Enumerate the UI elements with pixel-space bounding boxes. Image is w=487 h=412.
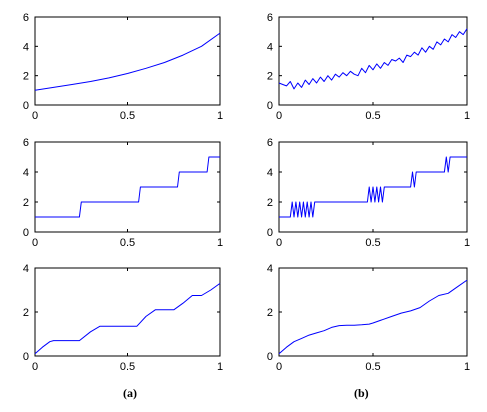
panel-a-middle: 0 0.5 1 0 2 4 6 (23, 137, 223, 249)
x-tick-label: 0 (32, 237, 38, 249)
x-tick-label: 1 (464, 237, 470, 249)
x-tick-label: 0.5 (365, 237, 380, 249)
x-tick-label: 0 (276, 110, 282, 122)
column-label-a: (a) (123, 386, 137, 400)
y-tick-label: 4 (267, 167, 273, 179)
y-tick-label: 4 (23, 41, 29, 53)
axes-box (278, 16, 468, 106)
series-line (278, 28, 468, 90)
y-tick-label: 4 (23, 263, 29, 275)
series-line (34, 32, 221, 91)
x-tick-label: 0.5 (120, 110, 135, 122)
y-tick-label: 0 (267, 227, 273, 239)
series-line (35, 156, 220, 218)
y-tick-label: 6 (267, 12, 273, 24)
x-tick-label: 1 (217, 237, 223, 249)
series-line (34, 282, 221, 355)
panel-b-top: 0 0.5 1 0 2 4 6 (267, 12, 470, 122)
y-tick-label: 2 (267, 197, 273, 209)
series-line (279, 156, 467, 218)
y-tick-label: 0 (23, 100, 29, 112)
y-tick-label: 4 (267, 41, 273, 53)
y-tick-label: 2 (267, 307, 273, 319)
x-tick-label: 0.5 (365, 110, 380, 122)
x-tick-label: 0 (32, 110, 38, 122)
x-tick-label: 0.5 (365, 361, 380, 373)
axes-box (34, 141, 221, 233)
x-tick-label: 1 (464, 361, 470, 373)
y-tick-label: 2 (23, 71, 29, 83)
axes-box (278, 267, 468, 357)
y-tick-label: 4 (267, 263, 273, 275)
x-tick-label: 1 (217, 361, 223, 373)
y-tick-label: 2 (23, 307, 29, 319)
panel-a-bottom: 0 0.5 1 0 2 4 (23, 263, 223, 373)
x-tick-label: 0 (32, 361, 38, 373)
x-tick-label: 1 (464, 110, 470, 122)
x-tick-label: 0 (276, 361, 282, 373)
x-tick-label: 1 (217, 110, 223, 122)
y-tick-label: 2 (23, 197, 29, 209)
panel-b-middle: 0 0.5 1 0 2 4 6 (267, 137, 470, 249)
panel-b-bottom: 0 0.5 1 0 2 4 (267, 263, 470, 373)
y-tick-label: 0 (267, 351, 273, 363)
y-tick-label: 6 (23, 137, 29, 149)
axes-box (34, 16, 221, 106)
x-tick-label: 0.5 (120, 361, 135, 373)
column-label-b: (b) (354, 386, 369, 400)
panel-a-top: 0 0.5 1 0 2 4 6 (23, 12, 223, 122)
y-tick-label: 0 (23, 351, 29, 363)
y-tick-label: 6 (267, 137, 273, 149)
series-line (278, 279, 468, 355)
axes-box (34, 267, 221, 357)
y-tick-label: 0 (267, 100, 273, 112)
y-tick-label: 4 (23, 167, 29, 179)
y-tick-label: 0 (23, 227, 29, 239)
y-tick-label: 6 (23, 12, 29, 24)
x-tick-label: 0 (276, 237, 282, 249)
x-tick-label: 0.5 (120, 237, 135, 249)
y-tick-label: 2 (267, 71, 273, 83)
